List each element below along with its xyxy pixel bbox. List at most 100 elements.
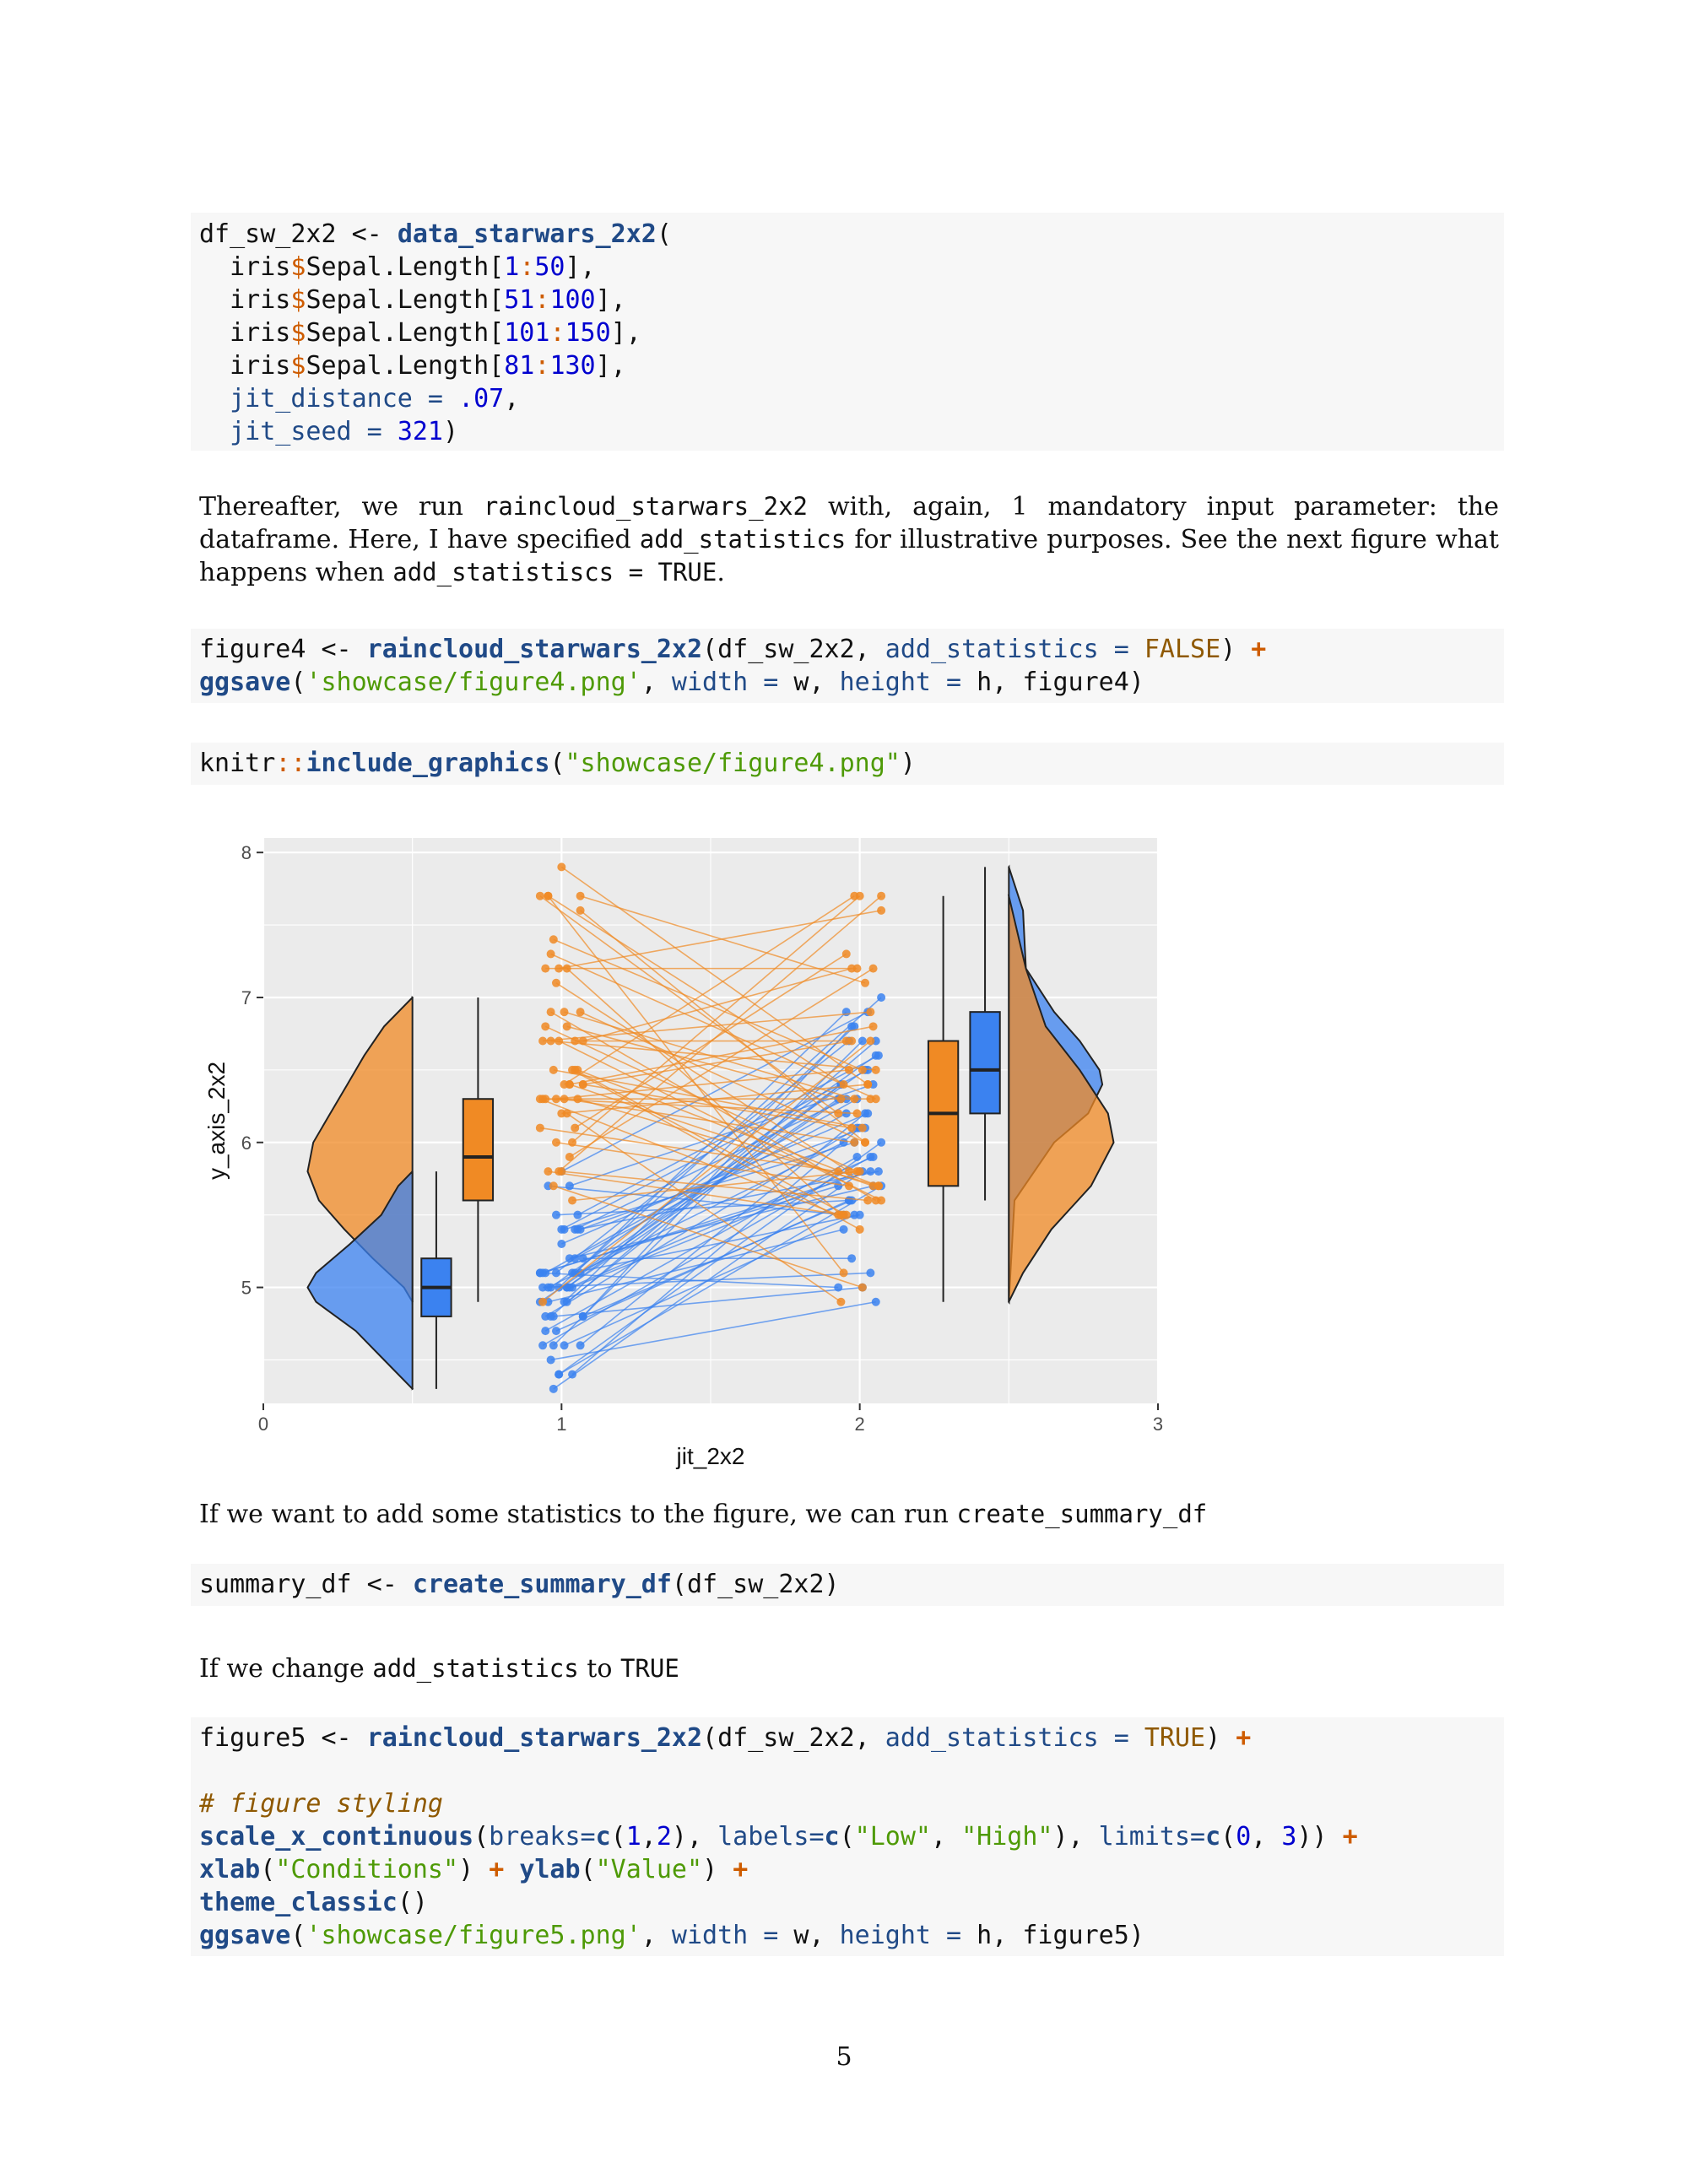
point-blue xyxy=(568,1370,577,1379)
code-token: df_sw_2x2 <- xyxy=(199,219,398,249)
pair-line-orange xyxy=(555,1141,850,1187)
code-token xyxy=(504,1855,519,1884)
point-orange xyxy=(562,1022,571,1031)
point-orange xyxy=(841,1210,851,1219)
code-token: ggsave xyxy=(199,668,291,697)
pair-line-orange xyxy=(561,1084,868,1115)
point-orange xyxy=(868,1022,878,1031)
code-token: (df_sw_2x2, xyxy=(702,635,885,664)
code-token: iris xyxy=(199,318,291,348)
point-orange xyxy=(535,891,544,900)
point-blue xyxy=(863,1109,873,1118)
code-token: c xyxy=(1205,1822,1221,1852)
pair-line-blue xyxy=(555,1199,849,1216)
point-orange xyxy=(551,978,560,987)
code-token: + xyxy=(1236,1723,1252,1753)
code-token: ( xyxy=(473,1822,490,1852)
code-token: ( xyxy=(549,749,565,778)
code-token: = xyxy=(930,668,977,697)
point-blue xyxy=(847,1254,857,1263)
pair-line-orange xyxy=(543,1011,871,1042)
code-token: ), xyxy=(1052,1822,1099,1852)
point-blue xyxy=(549,1341,558,1350)
code-token: raincloud_starwars_2x2 xyxy=(366,635,703,664)
code-token: = xyxy=(930,1921,977,1950)
code-block-figure5: figure5 <- raincloud_starwars_2x2(df_sw_… xyxy=(191,1717,1504,1956)
pair-line-orange xyxy=(558,895,882,1172)
point-orange xyxy=(836,1095,846,1104)
pair-line-orange xyxy=(574,1069,847,1216)
x-tick-label: 1 xyxy=(556,1414,566,1435)
code-token: ) xyxy=(458,1855,490,1884)
code-token: + xyxy=(1251,635,1267,664)
code-block-include-graphics: knitr::include_graphics("showcase/figure… xyxy=(191,743,1504,785)
point-blue xyxy=(541,1327,550,1336)
point-orange xyxy=(863,1080,873,1089)
paragraph-add-statistics: If we change add_statistics to TRUE xyxy=(199,1652,1499,1685)
point-orange xyxy=(863,1196,873,1205)
point-orange xyxy=(541,1095,550,1104)
code-token: xlab xyxy=(199,1855,261,1884)
code-token: ), xyxy=(671,1822,718,1852)
point-blue xyxy=(565,1283,574,1292)
x-tick-label: 2 xyxy=(855,1414,865,1435)
pair-line-orange xyxy=(555,1069,850,1100)
code-token: 1 xyxy=(625,1822,641,1852)
point-orange xyxy=(576,905,585,915)
point-orange xyxy=(546,949,555,959)
point-orange xyxy=(850,1138,859,1147)
code-token: Sepal.Length[ xyxy=(306,351,505,381)
point-orange xyxy=(871,1196,880,1205)
point-blue xyxy=(847,1196,857,1205)
paragraph-raincloud-intro: Thereafter, we run raincloud_starwars_2x… xyxy=(199,490,1499,589)
point-orange xyxy=(874,1181,883,1191)
pair-line-blue xyxy=(577,1170,879,1230)
point-blue xyxy=(855,1210,864,1219)
code-token: : xyxy=(534,285,550,315)
code-token: 130 xyxy=(549,351,596,381)
code-token: 51 xyxy=(504,285,535,315)
code-token: , xyxy=(641,668,672,697)
code-token: h, figure5) xyxy=(977,1921,1144,1950)
code-token: : xyxy=(549,318,565,348)
code-token: add_statistics xyxy=(885,1723,1099,1753)
point-orange xyxy=(571,1123,580,1133)
code-line: iris$Sepal.Length[51:100], xyxy=(199,284,1496,316)
point-blue xyxy=(560,1297,569,1306)
code-token: c xyxy=(595,1822,611,1852)
point-orange xyxy=(571,1036,580,1046)
code-token: ) xyxy=(1205,1723,1236,1753)
point-blue xyxy=(555,1370,564,1379)
pair-line-blue xyxy=(544,1098,858,1274)
pair-line-orange xyxy=(560,866,868,1085)
prose-text: If we want to add some statistics to the… xyxy=(199,1500,957,1529)
point-orange xyxy=(855,891,864,900)
code-token: "High" xyxy=(961,1822,1053,1852)
code-token: ], xyxy=(595,351,626,381)
pair-line-orange xyxy=(558,1040,882,1202)
code-token: ) xyxy=(443,417,459,446)
point-blue xyxy=(557,1224,566,1234)
point-orange xyxy=(560,1080,569,1089)
y-tick-label: 5 xyxy=(241,1278,252,1299)
code-token: "Conditions" xyxy=(275,1855,459,1884)
point-orange xyxy=(877,905,886,915)
code-token: = xyxy=(351,417,398,446)
point-orange xyxy=(861,978,870,987)
code-token: Sepal.Length[ xyxy=(306,252,505,282)
code-token: 321 xyxy=(397,417,443,446)
point-blue xyxy=(560,1341,569,1350)
code-line: df_sw_2x2 <- data_starwars_2x2( xyxy=(199,218,1496,251)
code-token: = xyxy=(1098,1723,1144,1753)
code-token: $ xyxy=(290,351,306,381)
point-orange xyxy=(557,1109,566,1118)
code-token: (df_sw_2x2, xyxy=(702,1723,885,1753)
point-blue xyxy=(576,1341,585,1350)
pair-line-blue xyxy=(569,1156,874,1289)
point-blue xyxy=(541,1268,550,1278)
pair-line-blue xyxy=(550,1300,876,1361)
code-line: scale_x_continuous(breaks=c(1,2), labels… xyxy=(199,1820,1496,1853)
point-orange xyxy=(565,1152,574,1161)
pair-line-orange xyxy=(566,968,841,1216)
code-token: w, xyxy=(793,668,840,697)
